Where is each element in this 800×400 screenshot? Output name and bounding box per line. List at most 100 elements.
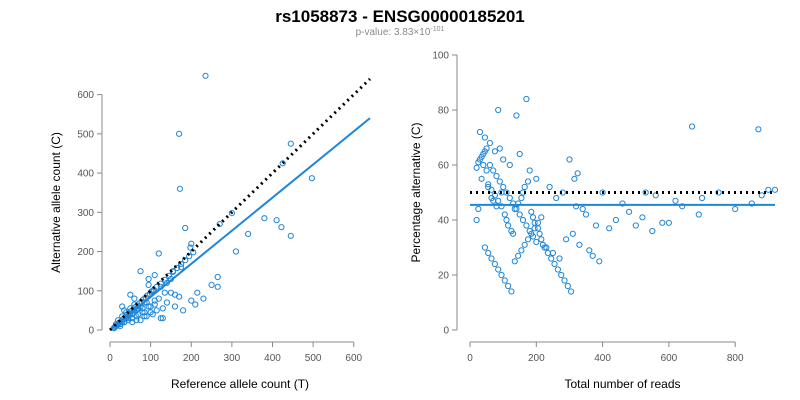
right-data-point (496, 178, 503, 185)
right-data-point (519, 216, 527, 224)
left-data-point (178, 261, 185, 268)
left-data-point (159, 305, 166, 312)
right-data-point (548, 255, 555, 262)
right-data-point (639, 214, 646, 221)
left-data-point (188, 297, 195, 304)
right-data-point (538, 236, 545, 243)
right-data-point (619, 200, 626, 207)
right-data-point (524, 236, 532, 243)
left-data-point (137, 268, 144, 275)
right-x-tick-label: 800 (727, 353, 744, 364)
right-data-point (491, 260, 498, 268)
left-data-point (151, 272, 158, 279)
right-data-point (488, 255, 495, 262)
right-x-axis-label: Total number of reads (564, 377, 680, 391)
right-data-point (534, 219, 542, 226)
right-data-point (501, 277, 508, 284)
right-data-point (516, 211, 523, 218)
right-data-point (538, 214, 545, 221)
right-data-point (566, 156, 573, 163)
right-data-point (642, 189, 649, 196)
left-data-point (127, 291, 134, 298)
chart-title: rs1058873 - ENSG00000185201 (275, 7, 525, 26)
left-x-tick-label: 0 (107, 353, 113, 364)
right-data-point (478, 175, 485, 182)
left-data-point (182, 257, 189, 264)
right-data-point (695, 211, 702, 218)
left-data-point (279, 160, 286, 167)
right-data-point (505, 222, 512, 229)
right-data-point (493, 172, 500, 180)
right-data-point (755, 126, 762, 133)
right-data-point (576, 241, 583, 248)
left-data-point (153, 307, 160, 314)
right-data-point (473, 216, 480, 224)
left-data-point (176, 293, 183, 300)
right-data-point (506, 194, 513, 202)
right-data-point (665, 219, 673, 226)
right-data-point (509, 230, 517, 237)
right-data-point (672, 197, 679, 204)
right-data-point (508, 288, 515, 295)
left-data-point (143, 313, 150, 320)
left-data-point (131, 295, 138, 302)
right-data-point (612, 216, 620, 224)
left-x-tick-label: 400 (264, 353, 281, 364)
right-data-point (536, 230, 543, 237)
right-data-point (533, 175, 540, 182)
right-data-point (483, 167, 490, 174)
right-data-point (503, 189, 510, 196)
left-data-point (200, 295, 207, 302)
scatter-panel-left: 0 100 200 300 400 500 600 0 100 200 300 400 500 600 Re… (49, 72, 372, 391)
right-data-point (558, 271, 565, 279)
right-data-point (554, 266, 562, 273)
right-data-point (475, 205, 482, 213)
right-data-point (500, 183, 507, 191)
left-data-point (176, 130, 183, 137)
left-y-tick-label: 300 (77, 208, 94, 219)
left-y-tick-label: 0 (88, 326, 94, 337)
left-data-point (261, 215, 268, 222)
left-data-point (186, 253, 193, 260)
left-data-point (137, 317, 144, 324)
right-data-point (553, 194, 560, 202)
left-data-point (176, 185, 183, 192)
left-x-tick-label: 300 (224, 353, 241, 364)
right-data-point (516, 150, 523, 158)
left-data-point (145, 281, 152, 288)
left-data-point (167, 289, 174, 296)
right-data-point (518, 194, 525, 202)
right-data-point (506, 161, 513, 169)
right-data-point (475, 159, 482, 166)
left-y-tick-label: 600 (77, 90, 94, 101)
right-data-point (513, 112, 520, 119)
right-data-point (771, 186, 779, 193)
left-data-point (155, 250, 162, 257)
left-data-point (192, 301, 199, 308)
left-data-point (194, 289, 201, 296)
left-reference-line (108, 77, 372, 332)
right-data-point (531, 225, 538, 232)
right-data-point (582, 211, 590, 218)
left-data-point (149, 311, 156, 318)
left-data-point (145, 303, 152, 310)
right-x-tick-label: 400 (594, 353, 611, 364)
right-data-point (518, 247, 525, 254)
left-y-tick-label: 200 (77, 247, 94, 258)
right-data-point (606, 225, 613, 232)
right-y-axis-label: Percentage alternative (C) (409, 122, 423, 262)
right-x-tick-label: 200 (528, 353, 545, 364)
right-y-tick-label: 100 (432, 51, 449, 62)
right-data-point (498, 203, 505, 210)
right-data-point (513, 205, 520, 213)
right-y-tick-label: 80 (438, 106, 450, 117)
right-data-point (521, 241, 528, 248)
left-data-point (159, 315, 166, 322)
right-data-point (490, 167, 497, 174)
left-data-point (187, 244, 194, 251)
right-data-point (561, 277, 568, 284)
left-data-point (278, 224, 285, 231)
right-data-point (498, 271, 505, 279)
right-data-point (481, 244, 488, 251)
right-data-point (732, 205, 739, 213)
